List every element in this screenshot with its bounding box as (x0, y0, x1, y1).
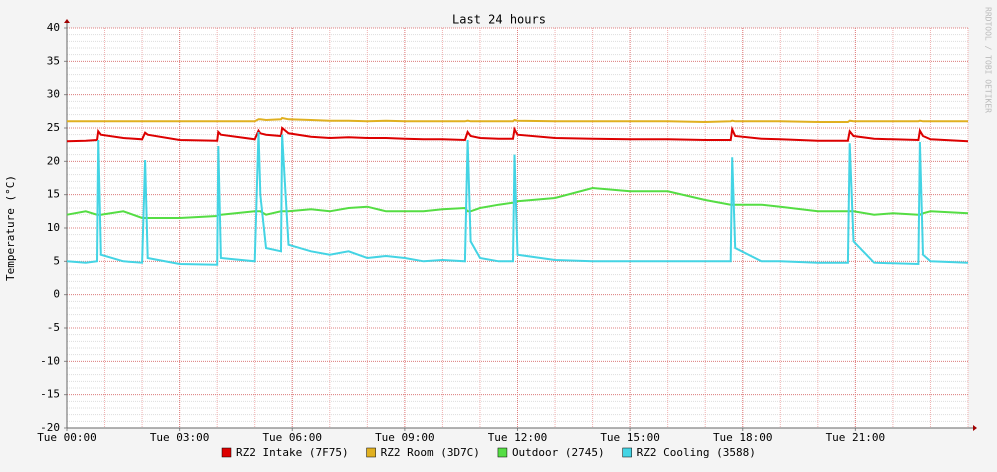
legend-label: RZ2 Room (3D7C) (381, 446, 480, 459)
legend-label: Outdoor (2745) (512, 446, 605, 459)
legend-swatch (497, 447, 508, 458)
x-tick-label: Tue 03:00 (150, 431, 210, 444)
x-tick-label: Tue 12:00 (488, 431, 548, 444)
watermark: RRDTOOL / TOBI OETIKER (984, 7, 993, 113)
legend-swatch (622, 447, 632, 458)
y-tick-label: 30 (47, 88, 60, 101)
x-tick-label: Tue 15:00 (600, 431, 660, 444)
legend-label: RZ2 Intake (7F75) (236, 446, 349, 459)
axis-arrow (973, 425, 977, 431)
y-tick-label: 20 (47, 154, 60, 167)
series-line (66, 131, 969, 266)
y-tick-label: 0 (53, 288, 60, 301)
y-axis-label: Temperature (°C) (4, 175, 17, 281)
series-line (66, 125, 969, 143)
series-line (66, 186, 969, 219)
legend-swatch (366, 447, 376, 458)
chart-title: Last 24 hours (452, 13, 546, 27)
x-tick-label: Tue 00:00 (37, 431, 97, 444)
y-tick-label: 5 (53, 254, 60, 267)
y-tick-label: 40 (47, 21, 60, 34)
x-tick-label: Tue 09:00 (375, 431, 435, 444)
y-tick-label: -15 (40, 388, 60, 401)
y-tick-label: -5 (47, 321, 60, 334)
y-tick-label: 25 (47, 121, 60, 134)
series-line (67, 116, 968, 124)
x-tick-label: Tue 06:00 (262, 431, 322, 444)
x-tick-label: Tue 21:00 (826, 431, 886, 444)
y-tick-label: 35 (47, 54, 60, 67)
y-tick-label: 15 (47, 188, 60, 201)
legend-swatch (221, 447, 232, 458)
y-tick-label: -20 (40, 421, 60, 434)
y-tick-label: 10 (47, 221, 60, 234)
y-tick-label: -10 (40, 354, 60, 367)
x-tick-label: Tue 18:00 (713, 431, 773, 444)
axis-arrow (64, 19, 70, 23)
legend-label: RZ2 Cooling (3588) (637, 446, 756, 459)
